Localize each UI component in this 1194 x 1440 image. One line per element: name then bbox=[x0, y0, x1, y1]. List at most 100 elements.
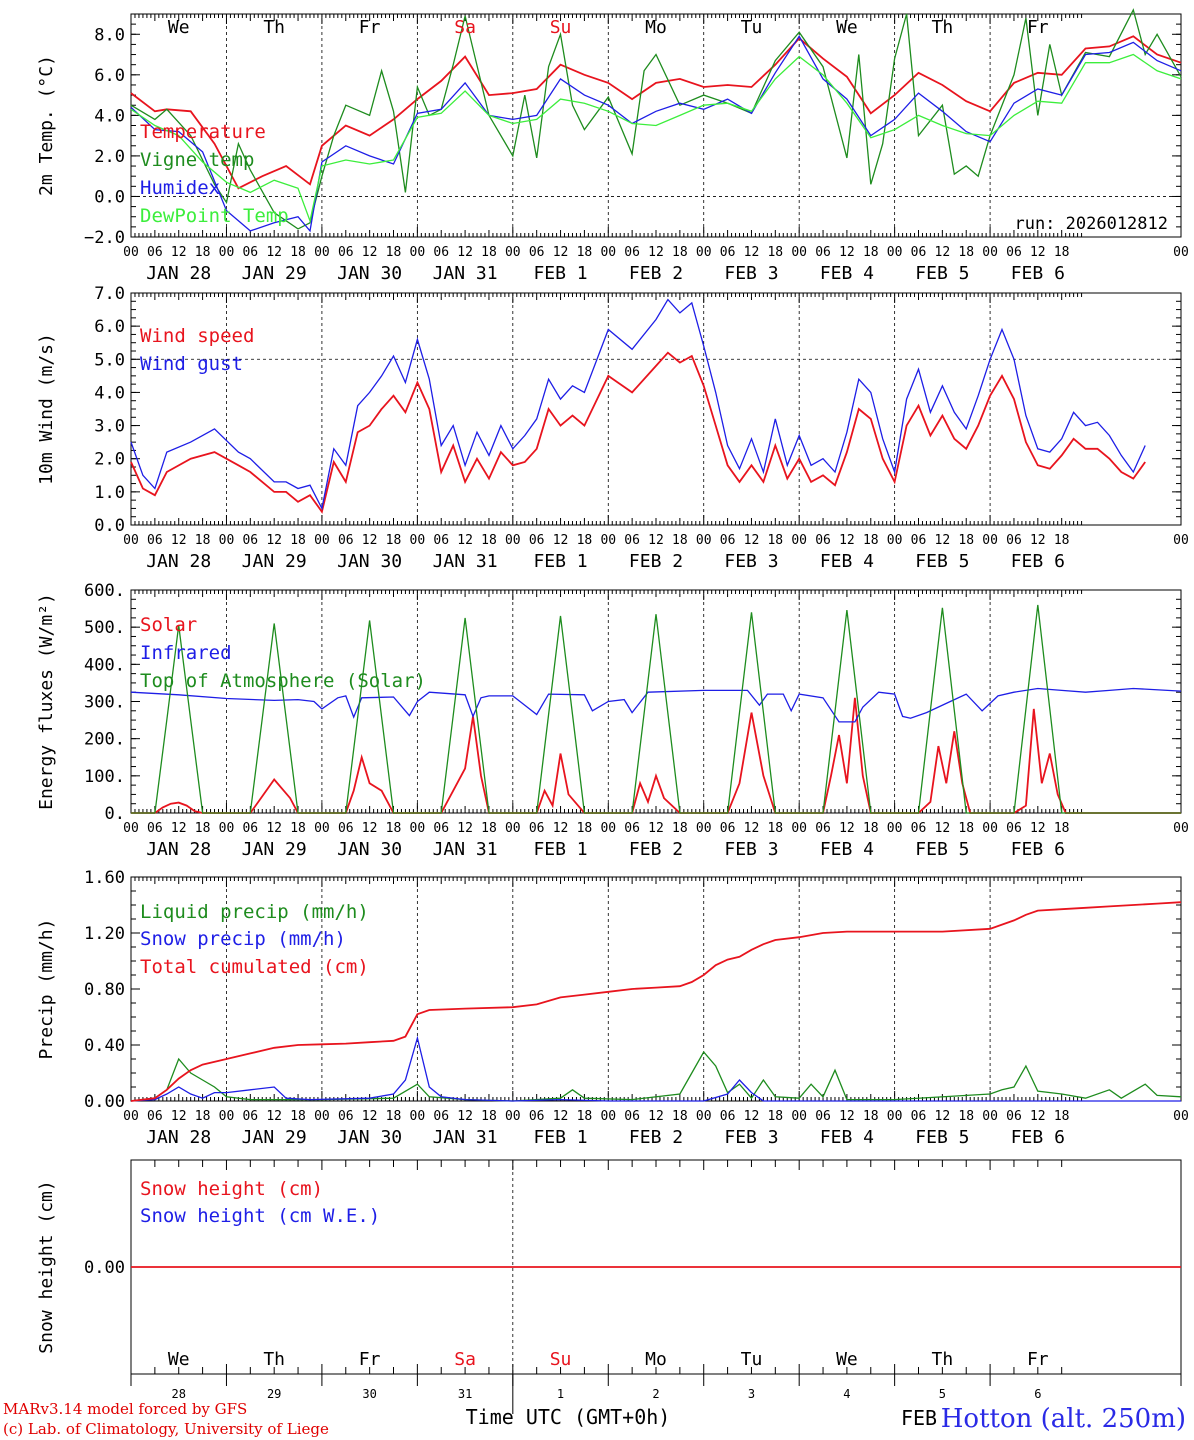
date-label: JAN 31 bbox=[433, 1127, 498, 1148]
hour-tick-label: 00 bbox=[410, 245, 426, 260]
hour-tick-label: 00 bbox=[791, 245, 807, 260]
hour-tick-label: 12 bbox=[362, 245, 378, 260]
hour-tick-label: 12 bbox=[457, 821, 473, 836]
y-tick-label: 400. bbox=[84, 655, 125, 675]
y-tick-label: 1.20 bbox=[84, 924, 125, 944]
hour-tick-label: 06 bbox=[720, 533, 736, 548]
hour-tick-label: 12 bbox=[553, 245, 569, 260]
day-of-week-label: Fr bbox=[359, 1349, 381, 1370]
hour-tick-label: 06 bbox=[433, 821, 449, 836]
legend-entry: Solar bbox=[140, 614, 197, 636]
hour-tick-label: 00 bbox=[505, 1109, 521, 1124]
hour-tick-label: 06 bbox=[1006, 245, 1022, 260]
hour-tick-label: 18 bbox=[672, 1109, 688, 1124]
hour-tick-label: 12 bbox=[744, 821, 760, 836]
hour-tick-label: 12 bbox=[553, 1109, 569, 1124]
hour-tick-label: 12 bbox=[935, 821, 951, 836]
hour-tick-label: 06 bbox=[624, 245, 640, 260]
hour-tick-label: 12 bbox=[744, 1109, 760, 1124]
hour-tick-label: 12 bbox=[362, 533, 378, 548]
date-label: FEB 2 bbox=[629, 839, 683, 860]
hour-tick-label: 18 bbox=[863, 821, 879, 836]
hour-tick-label: 12 bbox=[362, 1109, 378, 1124]
hour-tick-label: 00 bbox=[219, 1109, 235, 1124]
day-of-week-label: We bbox=[836, 17, 858, 38]
hour-tick-label: 06 bbox=[911, 245, 927, 260]
date-label: FEB 2 bbox=[629, 1127, 683, 1148]
hour-tick-label: 00 bbox=[696, 245, 712, 260]
hour-tick-label: 00 bbox=[314, 533, 330, 548]
hour-tick-label: 06 bbox=[1006, 1109, 1022, 1124]
date-label: JAN 30 bbox=[337, 551, 402, 572]
y-tick-label: 2.0 bbox=[94, 147, 125, 167]
date-label: FEB 3 bbox=[724, 1127, 778, 1148]
legend-entry: Wind gust bbox=[140, 353, 243, 375]
hour-tick-label: 12 bbox=[266, 245, 282, 260]
day-of-week-label: Th bbox=[263, 17, 285, 38]
y-tick-label: 0.00 bbox=[84, 1258, 125, 1278]
date-label: JAN 29 bbox=[242, 263, 307, 284]
hour-tick-label: 12 bbox=[839, 533, 855, 548]
date-label: FEB 5 bbox=[915, 1127, 969, 1148]
date-label: FEB 2 bbox=[629, 263, 683, 284]
hour-tick-label: 06 bbox=[720, 245, 736, 260]
hour-tick-label: 12 bbox=[1030, 533, 1046, 548]
hour-tick-label: 18 bbox=[767, 1109, 783, 1124]
hour-tick-label: 00 bbox=[600, 533, 616, 548]
hour-tick-label: 00 bbox=[123, 821, 139, 836]
y-tick-label: 7.0 bbox=[94, 284, 125, 304]
legend-entry: Snow precip (mm/h) bbox=[140, 928, 346, 950]
y-axis-label: Snow height (cm) bbox=[36, 1180, 57, 1353]
hour-tick-label: 00 bbox=[410, 821, 426, 836]
hour-tick-label: 00 bbox=[1173, 533, 1189, 548]
hour-tick-label: 00 bbox=[600, 821, 616, 836]
y-tick-label: 0. bbox=[105, 804, 125, 824]
hour-tick-label: 18 bbox=[290, 821, 306, 836]
hour-tick-label: 12 bbox=[839, 245, 855, 260]
day-of-week-label: Th bbox=[932, 1349, 954, 1370]
y-axis-label: Precip (mm/h) bbox=[36, 919, 57, 1060]
series-line-vigne-temp bbox=[130, 8, 1182, 230]
hour-tick-label: 06 bbox=[911, 821, 927, 836]
y-tick-label: −2.0 bbox=[84, 228, 125, 248]
hour-tick-label: 00 bbox=[791, 821, 807, 836]
hour-tick-label: 06 bbox=[911, 1109, 927, 1124]
hour-tick-label: 06 bbox=[147, 821, 163, 836]
hour-tick-label: 18 bbox=[767, 821, 783, 836]
y-tick-label: 0.0 bbox=[94, 187, 125, 207]
y-tick-label: 0.40 bbox=[84, 1036, 125, 1056]
day-of-week-label: Th bbox=[932, 17, 954, 38]
y-tick-label: 6.0 bbox=[94, 66, 125, 86]
hour-tick-label: 00 bbox=[791, 1109, 807, 1124]
day-of-week-label: Sa bbox=[454, 17, 476, 38]
hour-tick-label: 18 bbox=[195, 533, 211, 548]
hour-tick-label: 06 bbox=[624, 821, 640, 836]
hour-tick-label: 06 bbox=[1006, 821, 1022, 836]
hour-tick-label: 12 bbox=[1030, 245, 1046, 260]
chart-panel-4 bbox=[130, 876, 1182, 1102]
hour-tick-label: 06 bbox=[624, 533, 640, 548]
hour-tick-label: 12 bbox=[553, 821, 569, 836]
y-tick-label: 1.60 bbox=[84, 868, 125, 888]
hour-tick-label: 12 bbox=[648, 533, 664, 548]
date-label: JAN 30 bbox=[337, 839, 402, 860]
month-label: FEB bbox=[901, 1406, 937, 1430]
hour-tick-label: 06 bbox=[338, 1109, 354, 1124]
date-label: JAN 28 bbox=[146, 551, 211, 572]
day-number-label: 30 bbox=[362, 1387, 376, 1401]
series-line-infrared bbox=[130, 687, 1182, 723]
hour-tick-label: 18 bbox=[767, 533, 783, 548]
panel-frame bbox=[130, 292, 1182, 526]
legend-entry: Total cumulated (cm) bbox=[140, 956, 369, 978]
model-credit: MARv3.14 model forced by GFS bbox=[3, 1400, 248, 1418]
hour-tick-label: 18 bbox=[290, 533, 306, 548]
day-number-label: 5 bbox=[939, 1387, 946, 1401]
date-label: FEB 2 bbox=[629, 551, 683, 572]
date-label: FEB 4 bbox=[820, 1127, 874, 1148]
legend-entry: Vigne temp bbox=[140, 149, 254, 171]
hour-tick-label: 00 bbox=[410, 533, 426, 548]
hour-tick-label: 06 bbox=[338, 821, 354, 836]
date-label: FEB 3 bbox=[724, 839, 778, 860]
hour-tick-label: 00 bbox=[887, 245, 903, 260]
hour-tick-label: 18 bbox=[672, 245, 688, 260]
